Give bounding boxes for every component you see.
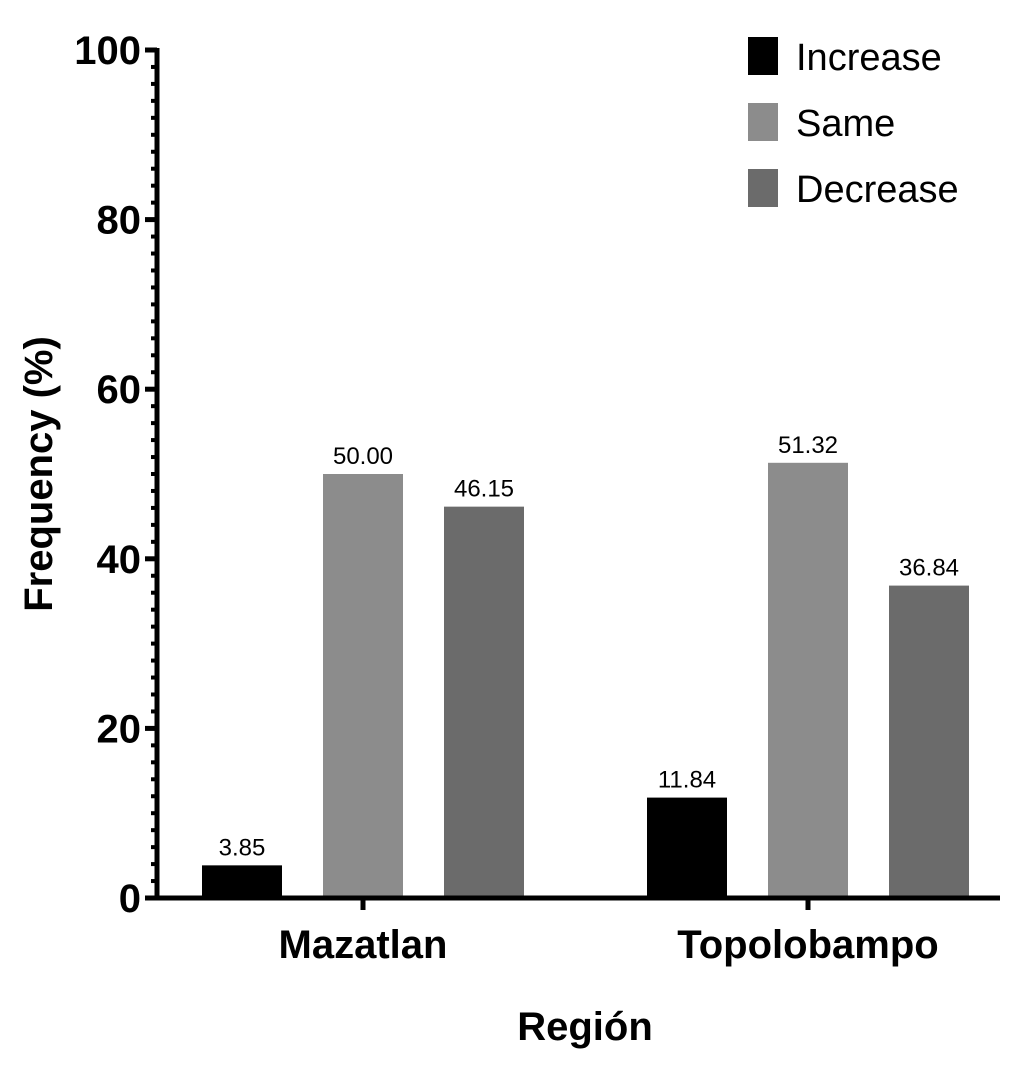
- x-axis-title: Región: [517, 1005, 653, 1049]
- x-tick-label: Topolobampo: [677, 923, 938, 967]
- legend-swatch-same: [748, 103, 778, 141]
- data-label: 36.84: [899, 555, 959, 582]
- legend-swatch-increase: [748, 37, 778, 75]
- bar-same-mazatlan: [323, 474, 403, 898]
- y-tick-label: 20: [97, 707, 142, 751]
- legend-swatch-decrease: [748, 169, 778, 207]
- legend: Increase Same Decrease: [748, 37, 959, 211]
- legend-label: Same: [796, 103, 895, 145]
- data-label: 11.84: [658, 767, 716, 794]
- y-tick-label: 100: [74, 29, 141, 73]
- legend-label: Increase: [796, 37, 942, 79]
- data-label: 3.85: [219, 834, 266, 861]
- y-tick-label: 80: [97, 199, 142, 243]
- bar-increase-topolobampo: [647, 797, 727, 898]
- bars: 3.85 50.00 46.15 11.84 51.32 36.84: [202, 432, 969, 898]
- bar-decrease-topolobampo: [889, 585, 969, 898]
- bar-decrease-mazatlan: [444, 506, 524, 898]
- axes: 0 20 40 60 80 100 Mazatlan Topolobampo: [74, 29, 1000, 967]
- legend-label: Decrease: [796, 169, 959, 211]
- data-label: 51.32: [778, 432, 838, 459]
- y-axis-title: Frequency (%): [17, 336, 61, 612]
- bar-increase-mazatlan: [202, 865, 282, 898]
- y-tick-label: 0: [119, 877, 141, 921]
- bar-same-topolobampo: [768, 462, 848, 898]
- y-tick-label: 40: [97, 538, 142, 582]
- data-label: 50.00: [333, 443, 393, 470]
- data-label: 46.15: [454, 476, 514, 503]
- y-tick-label: 60: [97, 368, 142, 412]
- x-tick-label: Mazatlan: [279, 923, 448, 967]
